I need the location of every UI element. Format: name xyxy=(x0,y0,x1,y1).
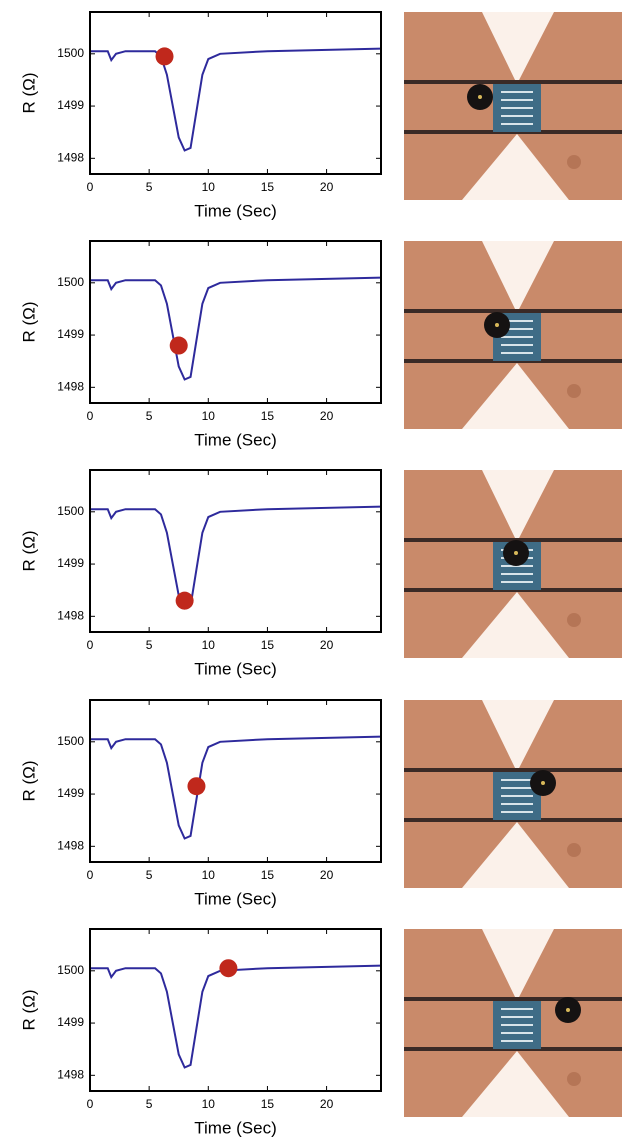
x-tick-label: 5 xyxy=(146,1097,153,1111)
droplet-highlight xyxy=(566,1008,570,1012)
plot-area xyxy=(90,700,381,862)
y-tick-label: 1499 xyxy=(57,786,84,800)
x-tick-label: 5 xyxy=(146,180,153,194)
x-tick-label: 10 xyxy=(202,409,216,423)
y-axis-label: R (Ω) xyxy=(19,72,38,113)
plot-area xyxy=(90,929,381,1091)
plot-frame xyxy=(89,469,382,633)
data-line xyxy=(90,505,382,610)
x-tick-label: 10 xyxy=(202,868,216,882)
data-line xyxy=(90,735,382,840)
x-axis-label: Time (Sec) xyxy=(194,201,277,220)
y-tick-label: 1499 xyxy=(57,1015,84,1029)
x-tick-label: 15 xyxy=(261,180,275,194)
plot-area xyxy=(90,12,381,174)
x-axis-label: Time (Sec) xyxy=(194,889,277,908)
photo-background xyxy=(403,699,623,889)
y-tick-label: 1500 xyxy=(57,275,84,289)
y-tick-label: 1498 xyxy=(57,150,84,164)
x-tick-label: 10 xyxy=(202,638,216,652)
x-tick-label: 10 xyxy=(202,1097,216,1111)
chart-panel: 1498 1499 1500 0 5 10 15 20 Time (Sec) R (Ω) xyxy=(19,240,382,449)
chart-panel: 1498 1499 1500 0 5 10 15 20 Time (Sec) R (Ω) xyxy=(19,928,382,1137)
microscope-photo xyxy=(403,469,623,659)
y-tick-label: 1499 xyxy=(57,556,84,570)
x-axis-label: Time (Sec) xyxy=(194,1118,277,1137)
plot-frame xyxy=(89,699,382,863)
chart-panel: 1498 1499 1500 0 5 10 15 20 Time (Sec) R (Ω) xyxy=(19,11,382,220)
plot-area xyxy=(90,470,381,632)
x-tick-label: 0 xyxy=(87,868,94,882)
marker-point xyxy=(219,959,238,978)
droplet-highlight xyxy=(541,781,545,785)
plot-frame xyxy=(89,240,382,404)
x-tick-label: 15 xyxy=(261,1097,275,1111)
photo-background xyxy=(403,928,623,1118)
x-tick-label: 20 xyxy=(320,409,334,423)
droplet-highlight xyxy=(478,95,482,99)
y-tick-label: 1498 xyxy=(57,608,84,622)
data-line xyxy=(90,964,382,1069)
marker-point xyxy=(169,336,188,355)
droplet-highlight xyxy=(514,551,518,555)
y-tick-label: 1500 xyxy=(57,46,84,60)
x-tick-label: 20 xyxy=(320,1097,334,1111)
plot-frame xyxy=(89,11,382,175)
microscope-photo xyxy=(403,928,623,1118)
x-tick-label: 15 xyxy=(261,638,275,652)
x-tick-label: 20 xyxy=(320,868,334,882)
y-tick-label: 1500 xyxy=(57,504,84,518)
x-axis-label: Time (Sec) xyxy=(194,430,277,449)
x-tick-label: 5 xyxy=(146,868,153,882)
x-tick-label: 0 xyxy=(87,1097,94,1111)
photo-background xyxy=(403,240,623,430)
x-tick-label: 5 xyxy=(146,638,153,652)
plot-frame xyxy=(89,928,382,1092)
y-tick-label: 1498 xyxy=(57,838,84,852)
y-tick-label: 1499 xyxy=(57,327,84,341)
microscope-photo xyxy=(403,240,623,430)
y-tick-label: 1499 xyxy=(57,98,84,112)
x-tick-label: 0 xyxy=(87,180,94,194)
x-tick-label: 20 xyxy=(320,180,334,194)
plot-area xyxy=(90,241,381,403)
marker-point xyxy=(155,47,174,66)
y-tick-label: 1498 xyxy=(57,1067,84,1081)
y-axis-label: R (Ω) xyxy=(19,760,38,801)
data-line xyxy=(90,47,382,152)
x-tick-label: 15 xyxy=(261,409,275,423)
y-tick-label: 1498 xyxy=(57,379,84,393)
x-tick-label: 10 xyxy=(202,180,216,194)
x-tick-label: 20 xyxy=(320,638,334,652)
x-tick-label: 0 xyxy=(87,638,94,652)
marker-point xyxy=(187,777,206,796)
x-tick-label: 5 xyxy=(146,409,153,423)
chart-panel: 1498 1499 1500 0 5 10 15 20 Time (Sec) R (Ω) xyxy=(19,699,382,908)
microscope-photo xyxy=(403,699,623,889)
marker-point xyxy=(175,591,194,610)
microscope-photo xyxy=(403,11,623,201)
droplet-highlight xyxy=(495,323,499,327)
y-tick-label: 1500 xyxy=(57,963,84,977)
y-axis-label: R (Ω) xyxy=(19,530,38,571)
photo-background xyxy=(403,11,623,201)
x-tick-label: 15 xyxy=(261,868,275,882)
x-tick-label: 0 xyxy=(87,409,94,423)
y-axis-label: R (Ω) xyxy=(19,301,38,342)
y-tick-label: 1500 xyxy=(57,734,84,748)
y-axis-label: R (Ω) xyxy=(19,989,38,1030)
x-axis-label: Time (Sec) xyxy=(194,659,277,678)
chart-panel: 1498 1499 1500 0 5 10 15 20 Time (Sec) R (Ω) xyxy=(19,469,382,678)
